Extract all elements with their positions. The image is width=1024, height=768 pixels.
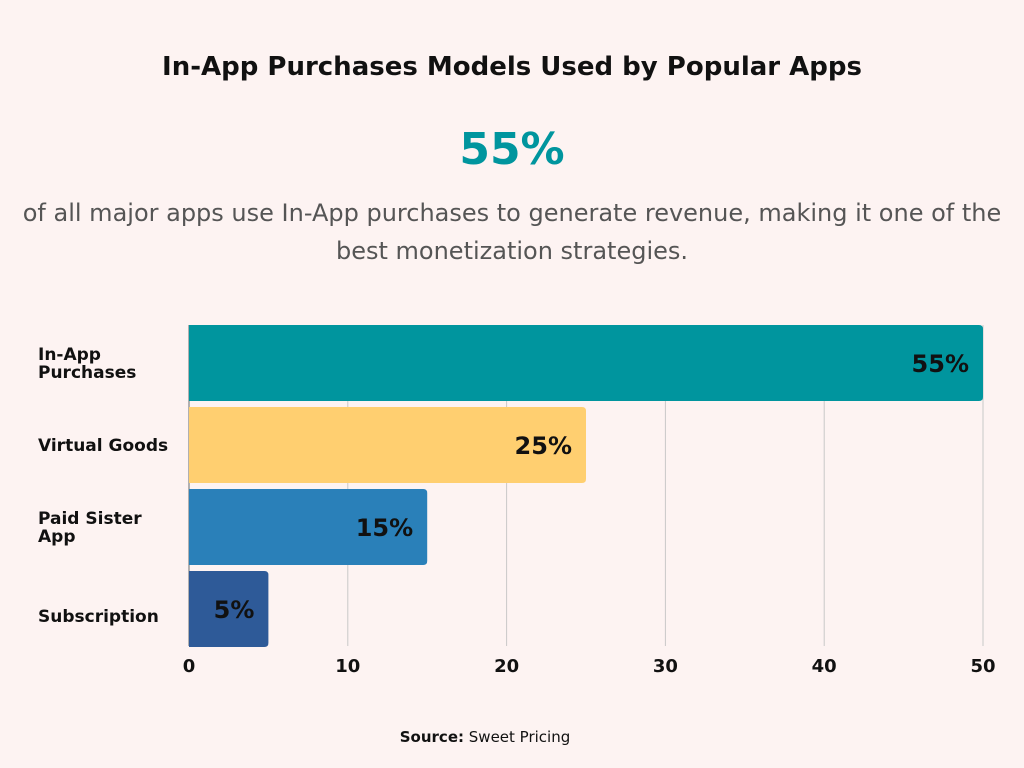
category-label: Subscription: [38, 607, 159, 627]
data-label: 15%: [356, 514, 413, 542]
category-label: App: [38, 527, 76, 547]
highlight-stat: 55%: [459, 124, 565, 175]
x-tick-label: 50: [970, 656, 995, 677]
x-tick-label: 40: [812, 656, 837, 677]
category-label: In-App: [38, 345, 101, 365]
x-tick-label: 0: [183, 656, 196, 677]
data-label: 25%: [515, 432, 572, 460]
bar: [189, 489, 428, 565]
x-tick-label: 10: [335, 656, 360, 677]
x-tick-label: 30: [653, 656, 678, 677]
source-value: Sweet Pricing: [468, 728, 571, 746]
category-label: Paid Sister: [38, 509, 142, 529]
source-label: Source:: [399, 728, 464, 746]
data-label: 5%: [214, 596, 255, 624]
category-label: Virtual Goods: [38, 436, 168, 456]
chart-title: In-App Purchases Models Used by Popular …: [162, 52, 862, 82]
source-note: Source: Sweet Pricing: [0, 728, 970, 746]
data-label: 55%: [912, 350, 969, 378]
bar: [189, 571, 269, 647]
category-label: Purchases: [38, 363, 136, 383]
bar: [189, 407, 586, 483]
description: of all major apps use In-App purchases t…: [22, 199, 1002, 265]
bar: [189, 325, 983, 401]
x-tick-label: 20: [494, 656, 519, 677]
